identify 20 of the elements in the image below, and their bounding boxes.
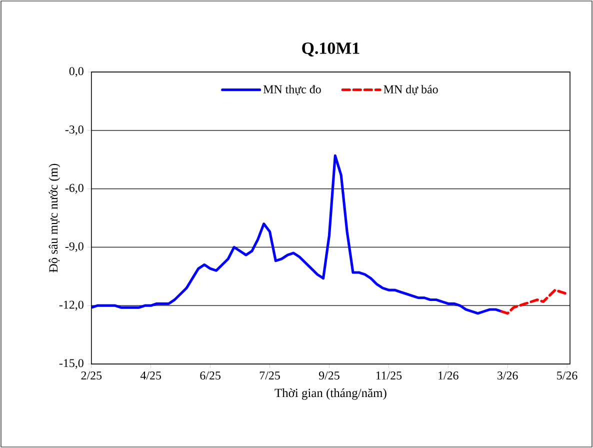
y-axis-title: Độ sâu mực nước (m) bbox=[48, 164, 60, 272]
chart-title: Q.10M1 bbox=[302, 42, 360, 56]
x-tick-label: 11/25 bbox=[376, 372, 402, 380]
x-tick-label: 4/25 bbox=[140, 372, 162, 380]
x-tick-label: 5/26 bbox=[557, 372, 578, 380]
x-axis-title: Thời gian (tháng/năm) bbox=[274, 388, 386, 400]
y-tick-label: -6,0 bbox=[65, 184, 84, 194]
legend-label: MN dự báo bbox=[384, 84, 438, 96]
x-tick-label: 2/25 bbox=[81, 372, 102, 380]
x-tick-label: 9/25 bbox=[318, 372, 340, 380]
y-tick-label: -15,0 bbox=[59, 359, 84, 369]
x-tick-label: 6/25 bbox=[200, 372, 220, 380]
x-tick-label: 1/26 bbox=[438, 372, 458, 380]
y-tick-label: -12,0 bbox=[59, 300, 84, 310]
y-tick-label: -9,0 bbox=[65, 242, 84, 252]
legend-label: MN thực đo bbox=[263, 84, 321, 96]
y-tick-label: 0,0 bbox=[69, 67, 84, 77]
x-tick-label: 7/25 bbox=[260, 372, 280, 380]
x-tick-label: 3/26 bbox=[498, 372, 518, 380]
y-tick-label: -3,0 bbox=[65, 126, 84, 136]
